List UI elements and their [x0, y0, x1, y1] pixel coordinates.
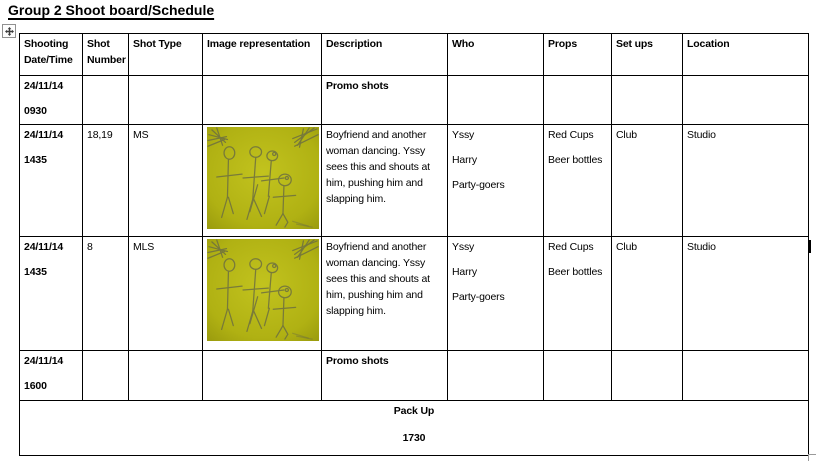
- cell-props[interactable]: Red Cups Beer bottles: [543, 124, 612, 237]
- cell-who[interactable]: [447, 350, 544, 401]
- who-item: Yssy: [452, 129, 475, 141]
- cell-shot-number[interactable]: 18,19: [82, 124, 129, 237]
- prop-item: Red Cups: [548, 129, 594, 141]
- who-item: Party-goers: [452, 291, 505, 303]
- cell-shot-number[interactable]: [82, 75, 129, 125]
- table-row-1600-promo: 24/11/14 1600 Promo shots: [19, 350, 809, 401]
- col-header-shooting-date-time[interactable]: Shooting Date/Time: [19, 33, 83, 76]
- cell-location[interactable]: [682, 350, 809, 401]
- cell-location[interactable]: [682, 75, 809, 125]
- cell-description[interactable]: Boyfriend and another woman dancing. Yss…: [321, 124, 448, 237]
- col-header-shot-number[interactable]: Shot Number: [82, 33, 129, 76]
- cell-props[interactable]: [543, 75, 612, 125]
- cell-props[interactable]: [543, 350, 612, 401]
- cell-who[interactable]: [447, 75, 544, 125]
- text-cursor: [809, 240, 811, 253]
- cell-shot-type[interactable]: [128, 350, 203, 401]
- shoot-date: 24/11/14: [24, 355, 64, 367]
- cell-shot-number[interactable]: 8: [82, 236, 129, 351]
- pack-up-label: Pack Up: [393, 405, 435, 417]
- cell-date-time[interactable]: 24/11/14 1435: [19, 236, 83, 351]
- shoot-date: 24/11/14: [24, 241, 64, 253]
- cell-image[interactable]: [202, 350, 322, 401]
- shoot-date: 24/11/14: [24, 80, 64, 92]
- col-header-description[interactable]: Description: [321, 33, 448, 76]
- cell-image[interactable]: [202, 236, 322, 351]
- shoot-time: 1435: [24, 266, 47, 278]
- cell-description[interactable]: Boyfriend and another woman dancing. Yss…: [321, 236, 448, 351]
- col-header-location[interactable]: Location: [682, 33, 809, 76]
- cell-description[interactable]: Promo shots: [321, 350, 448, 401]
- cell-date-time[interactable]: 24/11/14 0930: [19, 75, 83, 125]
- table-row-1435-mls: 24/11/14 1435 8 MLS Boyfriend and anothe…: [19, 236, 809, 351]
- pack-up-time: 1730: [402, 432, 426, 444]
- cell-shot-type[interactable]: [128, 75, 203, 125]
- cell-image[interactable]: [202, 75, 322, 125]
- cell-date-time[interactable]: 24/11/14 1435: [19, 124, 83, 237]
- prop-item: Beer bottles: [548, 266, 603, 278]
- cell-date-time[interactable]: 24/11/14 1600: [19, 350, 83, 401]
- cell-pack-up[interactable]: Pack Up 1730: [19, 400, 809, 456]
- shoot-date: 24/11/14: [24, 129, 64, 141]
- prop-item: Beer bottles: [548, 154, 603, 166]
- col-header-props[interactable]: Props: [543, 33, 612, 76]
- who-item: Harry: [452, 266, 477, 278]
- cell-set-ups[interactable]: Club: [611, 236, 683, 351]
- cell-props[interactable]: Red Cups Beer bottles: [543, 236, 612, 351]
- shoot-board-table: Shooting Date/Time Shot Number Shot Type…: [19, 33, 809, 456]
- cell-description[interactable]: Promo shots: [321, 75, 448, 125]
- cell-set-ups[interactable]: [611, 350, 683, 401]
- cell-set-ups[interactable]: [611, 75, 683, 125]
- cell-who[interactable]: Yssy Harry Party-goers: [447, 236, 544, 351]
- shoot-time: 1435: [24, 154, 47, 166]
- table-row-0930-promo: 24/11/14 0930 Promo shots: [19, 75, 809, 125]
- prop-item: Red Cups: [548, 241, 594, 253]
- table-move-handle[interactable]: [2, 24, 16, 38]
- col-header-image-representation[interactable]: Image representation: [202, 33, 322, 76]
- who-item: Harry: [452, 154, 477, 166]
- cell-location[interactable]: Studio: [682, 236, 809, 351]
- cell-shot-type[interactable]: MLS: [128, 236, 203, 351]
- cell-who[interactable]: Yssy Harry Party-goers: [447, 124, 544, 237]
- shoot-time: 0930: [24, 105, 47, 117]
- table-header-row: Shooting Date/Time Shot Number Shot Type…: [19, 33, 809, 76]
- shoot-time: 1600: [24, 380, 47, 392]
- who-item: Party-goers: [452, 179, 505, 191]
- page-title[interactable]: Group 2 Shoot board/Schedule: [8, 2, 215, 18]
- storyboard-sketch-image[interactable]: [207, 239, 319, 341]
- cell-image[interactable]: [202, 124, 322, 237]
- table-row-1435-ms: 24/11/14 1435 18,19 MS Boyfriend and ano…: [19, 124, 809, 237]
- table-footer-row: Pack Up 1730: [19, 400, 809, 456]
- table-resize-handle[interactable]: [808, 454, 816, 461]
- who-item: Yssy: [452, 241, 475, 253]
- move-arrows-icon: [4, 26, 14, 36]
- col-header-shot-type[interactable]: Shot Type: [128, 33, 203, 76]
- cell-shot-type[interactable]: MS: [128, 124, 203, 237]
- col-header-who[interactable]: Who: [447, 33, 544, 76]
- cell-location[interactable]: Studio: [682, 124, 809, 237]
- storyboard-sketch-image[interactable]: [207, 127, 319, 229]
- cell-set-ups[interactable]: Club: [611, 124, 683, 237]
- cell-shot-number[interactable]: [82, 350, 129, 401]
- col-header-set-ups[interactable]: Set ups: [611, 33, 683, 76]
